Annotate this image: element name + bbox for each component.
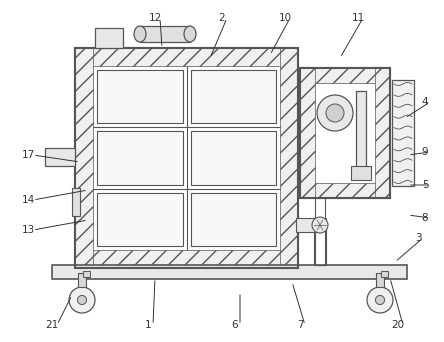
Text: 13: 13	[21, 225, 35, 235]
Text: 6: 6	[232, 320, 238, 330]
Text: 4: 4	[422, 97, 428, 107]
Ellipse shape	[134, 26, 146, 42]
Bar	[356, 91, 366, 175]
Circle shape	[326, 104, 344, 122]
Text: 17: 17	[21, 150, 35, 160]
Bar	[75, 48, 298, 268]
Bar	[296, 218, 320, 232]
Circle shape	[69, 287, 95, 313]
Bar	[190, 193, 276, 246]
Text: 9: 9	[422, 147, 428, 157]
Bar	[375, 68, 390, 198]
Text: 10: 10	[278, 13, 292, 23]
Bar	[300, 68, 390, 198]
Text: 12: 12	[148, 13, 162, 23]
Bar	[75, 250, 298, 268]
Circle shape	[376, 295, 385, 304]
Text: 14: 14	[21, 195, 35, 205]
Bar	[75, 48, 298, 268]
Text: 20: 20	[392, 320, 404, 330]
Bar	[97, 131, 182, 185]
Text: 2: 2	[219, 13, 225, 23]
Circle shape	[367, 287, 393, 313]
Bar	[45, 148, 75, 166]
Bar	[190, 70, 276, 123]
Bar	[95, 28, 123, 48]
Bar	[300, 68, 315, 198]
Bar	[97, 70, 182, 123]
Ellipse shape	[184, 26, 196, 42]
Circle shape	[312, 217, 328, 233]
Bar	[280, 48, 298, 268]
Bar	[72, 188, 80, 216]
Text: 3: 3	[415, 233, 421, 243]
Circle shape	[77, 295, 87, 304]
Bar	[300, 68, 390, 198]
Bar	[97, 193, 182, 246]
Bar	[75, 48, 298, 66]
Bar	[351, 166, 371, 180]
Text: 5: 5	[422, 180, 428, 190]
Bar	[381, 271, 388, 277]
Bar	[392, 80, 414, 186]
Text: 21: 21	[45, 320, 59, 330]
Bar	[83, 271, 90, 277]
Bar	[78, 273, 86, 287]
Text: 1: 1	[145, 320, 151, 330]
Bar	[376, 273, 384, 287]
Bar	[75, 48, 93, 268]
Text: 8: 8	[422, 213, 428, 223]
Bar	[300, 68, 390, 83]
Bar	[300, 183, 390, 198]
Text: 11: 11	[351, 13, 365, 23]
Circle shape	[317, 95, 353, 131]
Bar	[190, 131, 276, 185]
Text: 7: 7	[297, 320, 303, 330]
Bar	[52, 265, 407, 279]
Bar	[140, 26, 190, 42]
